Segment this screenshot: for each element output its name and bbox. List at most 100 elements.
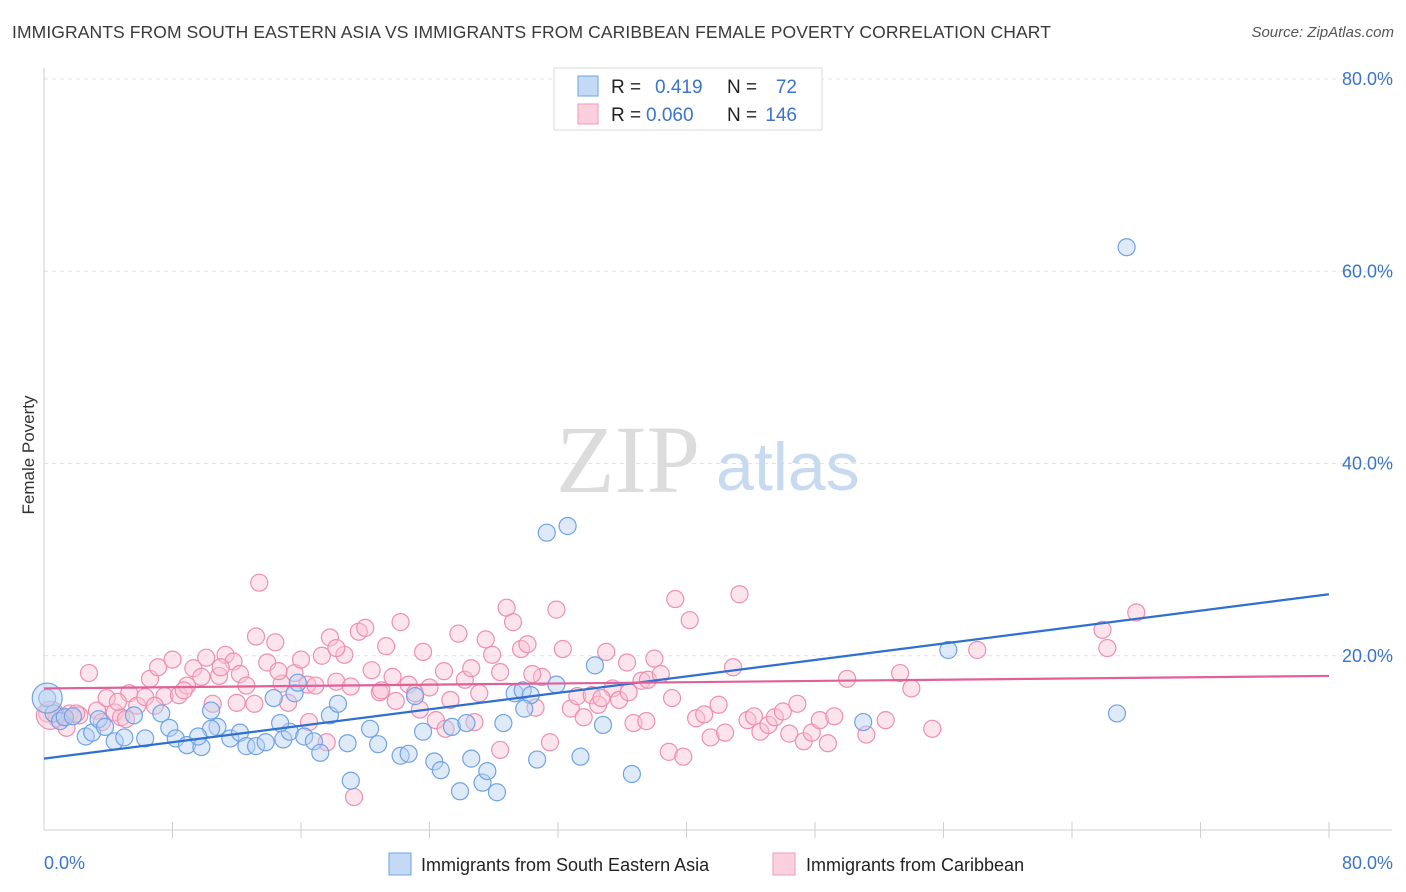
- sea-point: [152, 704, 171, 723]
- x-tick-label-min: 0.0%: [44, 853, 85, 873]
- sea-point: [95, 717, 115, 736]
- caribbean-point: [619, 683, 638, 702]
- caribbean-point: [818, 734, 837, 753]
- caribbean-point: [320, 628, 340, 647]
- caribbean-point: [592, 688, 611, 708]
- caribbean-point: [1127, 603, 1146, 622]
- caribbean-point: [227, 693, 246, 712]
- sea-point: [487, 783, 507, 802]
- sea-point: [288, 673, 307, 692]
- bottom-legend-label-caribbean: Immigrants from Caribbean: [806, 855, 1024, 875]
- legend-n-value-sea: 72: [776, 77, 797, 98]
- sea-point: [450, 782, 470, 801]
- caribbean-point: [391, 613, 410, 632]
- caribbean-point: [617, 653, 637, 672]
- sea-point: [854, 712, 873, 732]
- sea-point: [457, 713, 476, 733]
- sea-point: [405, 687, 425, 706]
- bottom-legend: Immigrants from South Eastern Asia Immig…: [388, 852, 1024, 876]
- x-tick-label-max: 80.0%: [1342, 853, 1393, 873]
- caribbean-point: [701, 728, 720, 747]
- caribbean-point: [449, 624, 468, 643]
- chart-title: IMMIGRANTS FROM SOUTH EASTERN ASIA VS IM…: [12, 22, 1051, 42]
- sea-point: [311, 743, 330, 762]
- caribbean-point: [174, 681, 193, 700]
- sea-point: [558, 516, 577, 536]
- y-tick-label: 60.0%: [1342, 261, 1393, 281]
- caribbean-point: [810, 711, 829, 730]
- caribbean-point: [413, 642, 433, 662]
- sea-point: [1107, 704, 1127, 723]
- caribbean-point: [666, 589, 685, 609]
- caribbean-point: [197, 648, 216, 667]
- caribbean-point: [597, 642, 616, 662]
- legend-swatch-caribbean: [577, 103, 599, 125]
- caribbean-point: [67, 704, 86, 723]
- caribbean-point: [518, 635, 537, 654]
- caribbean-point: [269, 662, 288, 681]
- bottom-legend-swatch-caribbean: [772, 852, 796, 876]
- legend-n-label-caribbean: N =: [727, 105, 757, 126]
- legend-swatch-sea: [577, 75, 599, 97]
- caribbean-point: [523, 664, 542, 684]
- sea-point: [63, 707, 83, 726]
- caribbean-point: [780, 724, 799, 743]
- caribbean-point: [462, 659, 481, 678]
- source-label: Source: ZipAtlas.com: [1251, 24, 1394, 41]
- caribbean-point: [645, 649, 664, 668]
- sea-point: [189, 727, 208, 746]
- y-tick-label: 40.0%: [1342, 454, 1393, 474]
- sea-point: [431, 761, 450, 780]
- y-tick-label: 80.0%: [1342, 69, 1393, 89]
- sea-point: [494, 713, 513, 733]
- sea-point: [413, 722, 433, 741]
- caribbean-point: [470, 684, 489, 703]
- legend-n-label-sea: N =: [727, 77, 757, 98]
- caribbean-point: [70, 706, 89, 725]
- caribbean-point: [362, 661, 381, 680]
- caribbean-point: [192, 667, 211, 686]
- caribbean-point: [344, 787, 364, 807]
- caribbean-point: [148, 658, 168, 677]
- caribbean-point: [177, 676, 197, 695]
- caribbean-point: [1093, 620, 1112, 639]
- sea-point: [136, 729, 155, 748]
- sea-point: [462, 749, 481, 768]
- sea-point: [124, 706, 144, 725]
- caribbean-point: [695, 705, 714, 724]
- grid-lines: [44, 78, 1392, 657]
- caribbean-point: [291, 650, 311, 669]
- sea-point: [338, 734, 357, 753]
- caribbean-point: [79, 663, 99, 683]
- y-tick-label: 20.0%: [1342, 646, 1393, 666]
- sea-point: [1117, 238, 1136, 257]
- caribbean-point: [491, 662, 510, 682]
- caribbean-point: [744, 707, 764, 726]
- caribbean-point: [250, 573, 269, 592]
- caribbean-point: [723, 658, 743, 677]
- sea-point: [473, 773, 492, 792]
- trend-line-caribbean: [43, 674, 1330, 690]
- caribbean-point: [266, 633, 285, 652]
- caribbean-point: [356, 618, 375, 637]
- caribbean-point: [434, 662, 454, 681]
- caribbean-point: [637, 712, 656, 731]
- legend-box: [553, 67, 823, 131]
- sea-point: [295, 727, 314, 746]
- caribbean-point: [386, 691, 405, 711]
- caribbean-point: [317, 733, 336, 752]
- caribbean-point: [312, 646, 331, 665]
- caribbean-point: [230, 664, 250, 684]
- y-tick-labels: 20.0% 40.0% 60.0% 80.0%: [1342, 69, 1393, 666]
- caribbean-point: [327, 638, 346, 658]
- trend-line-sea: [43, 593, 1330, 760]
- sea-point: [593, 715, 613, 735]
- caribbean-point: [436, 719, 455, 738]
- legend-r-value-sea: 0.419: [655, 77, 703, 98]
- trend-lines: [43, 593, 1330, 760]
- caribbean-point: [211, 658, 230, 677]
- legend-r-value-caribbean: 0.060: [646, 105, 694, 126]
- sea-point: [571, 747, 590, 766]
- sea-point: [115, 728, 134, 747]
- sea-point: [360, 719, 380, 738]
